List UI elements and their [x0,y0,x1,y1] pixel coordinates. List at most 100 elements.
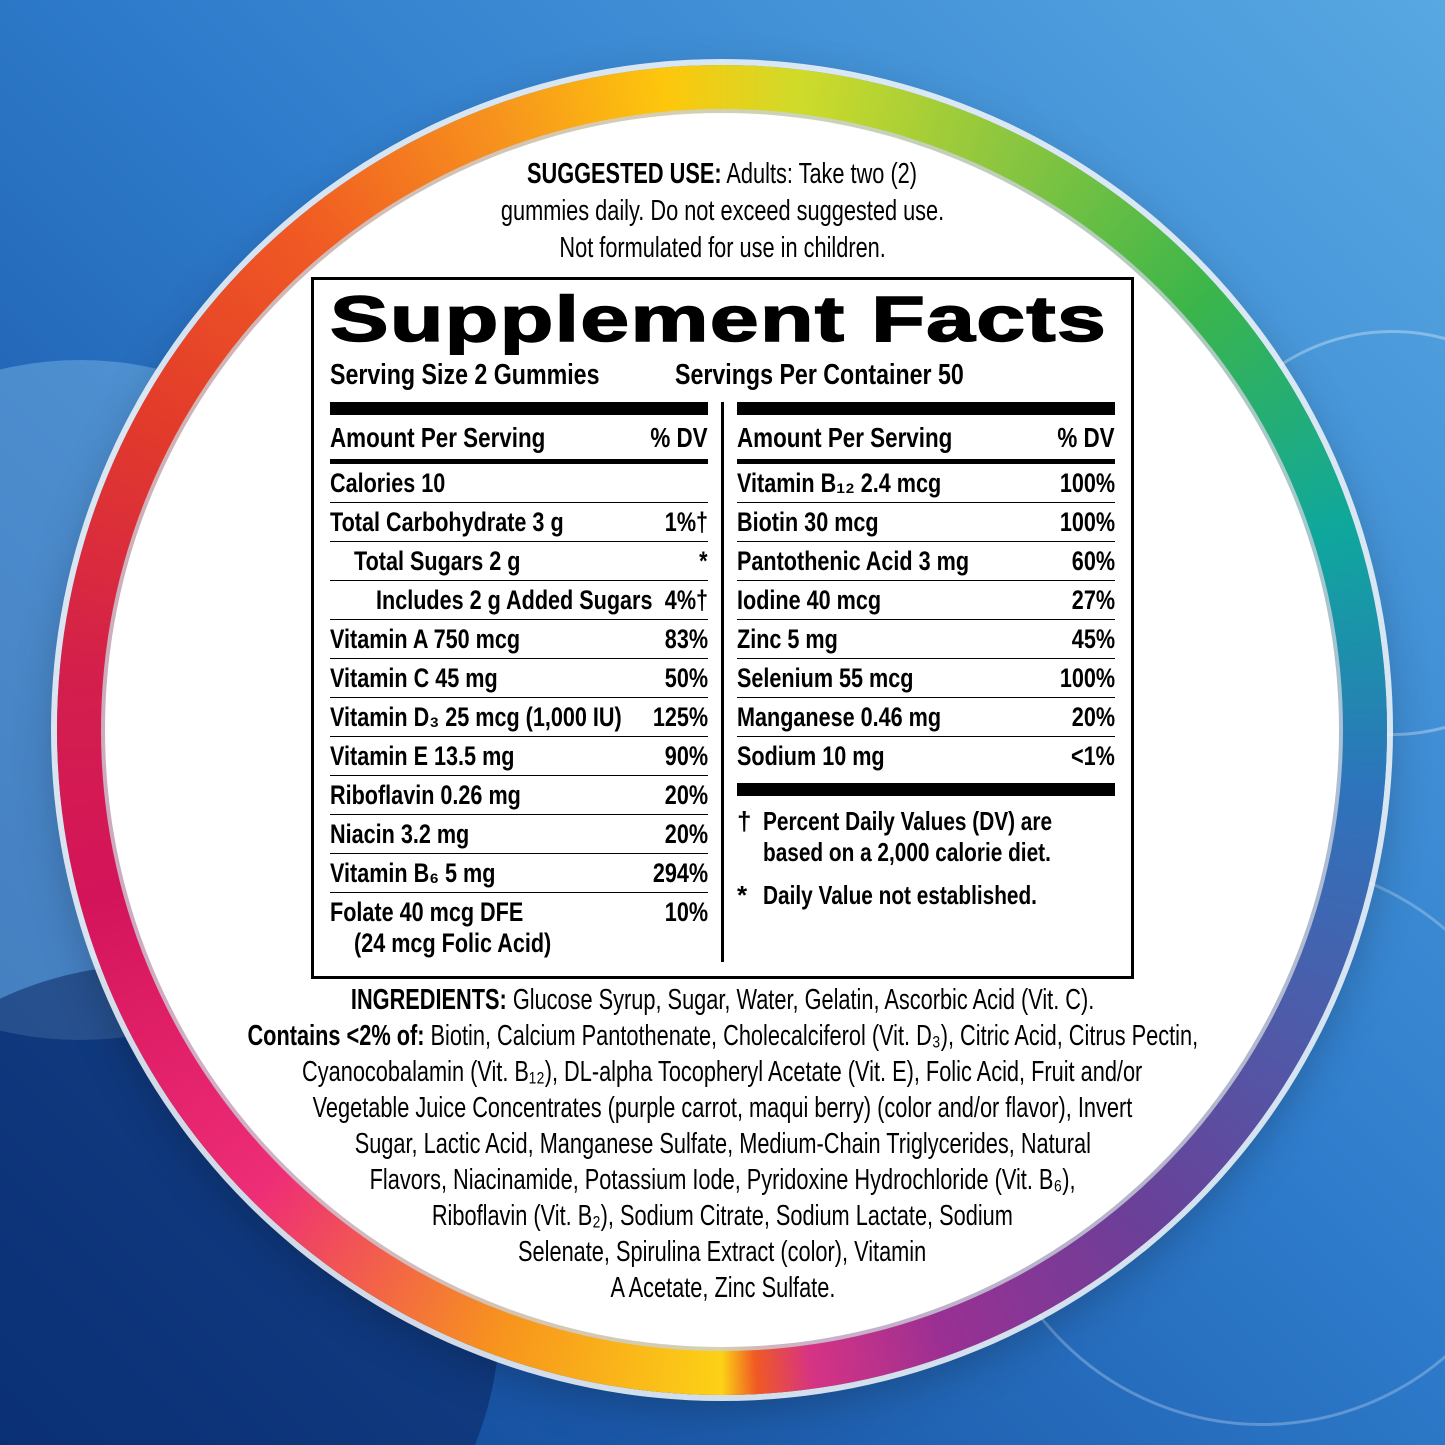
thick-rule [330,402,708,415]
nutrient-dv: 27% [1061,585,1115,616]
nutrient-name: Vitamin B₆ 5 mg [330,858,708,889]
ingredients-line: Cyanocobalamin (Vit. B₁₂), DL-alpha Toco… [0,1054,1445,1090]
column-header: Amount Per Serving % DV [737,420,1115,464]
footnote-text: Daily Value not established. [763,880,1115,911]
footnote-line: Daily Value not established. [763,880,1115,911]
serving-info: Serving Size 2 Gummies Servings Per Cont… [330,356,1115,402]
nutrient-dv-text: 294% [652,858,708,888]
facts-columns: Amount Per Serving % DV Calories 10 Total… [330,402,1115,962]
footnote-line: Percent Daily Values (DV) are [763,806,1115,837]
nutrient-dv: 294% [639,858,708,889]
footnotes: † Percent Daily Values (DV) are based on a… [737,806,1115,923]
nutrient-dv-text: 50% [664,663,708,693]
facts-rows-right: Vitamin B₁₂ 2.4 mcg 100% Biotin 30 mcg 100%… [737,464,1115,775]
ingredients-line: INGREDIENTS: Glucose Syrup, Sugar, Water… [0,982,1445,1018]
nutrient-name-text: Niacin 3.2 mg [330,819,470,849]
ingredients-line: Contains <2% of: Biotin, Calcium Pantoth… [0,1018,1445,1054]
footnote: † Percent Daily Values (DV) are based on a… [737,806,1115,868]
nutrient-name: Biotin 30 mcg [737,507,1115,538]
nutrient-name-line2-text: (24 mcg Folic Acid) [354,928,552,958]
fact-row: Vitamin B₁₂ 2.4 mcg 100% [737,464,1115,503]
nutrient-name: Vitamin E 13.5 mg [330,741,708,772]
fact-row: Vitamin D₃ 25 mcg (1,000 IU) 125% [330,698,708,737]
fact-row: Niacin 3.2 mg 20% [330,815,708,854]
nutrient-name: Vitamin C 45 mg [330,663,708,694]
nutrient-dv-text: 1%† [664,507,708,537]
nutrient-name: Includes 2 g Added Sugars [330,585,708,616]
supplement-facts-panel: Supplement Facts Serving Size 2 Gummies … [311,277,1134,979]
header-percent-dv: % DV [1057,422,1115,453]
suggested-use-line-text: Not formulated for use in children. [559,232,886,264]
nutrient-name-text: Sodium 10 mg [737,741,885,771]
nutrient-name: Folate 40 mcg DFE (24 mcg Folic Acid) [330,897,708,959]
nutrient-name: Total Carbohydrate 3 g [330,507,708,538]
thick-rule [737,402,1115,415]
nutrient-name: Niacin 3.2 mg [330,819,708,850]
suggested-use-line: Not formulated for use in children. [0,230,1445,267]
ingredients-line-text: Flavors, Niacinamide, Potassium Iode, Py… [369,1164,1076,1196]
nutrient-name-text: Total Carbohydrate 3 g [330,507,564,537]
footnote-line: based on a 2,000 calorie diet. [763,837,1115,868]
nutrient-name: Total Sugars 2 g [330,546,708,577]
nutrient-name-text: Biotin 30 mcg [737,507,879,537]
nutrient-dv: 10% [654,897,708,928]
header-percent-dv: % DV [650,422,708,453]
nutrient-name-text: Vitamin B₆ 5 mg [330,858,496,888]
nutrient-name-text: Vitamin B₁₂ 2.4 mcg [737,468,942,498]
supplement-facts-title-text: Supplement Facts [329,283,1108,355]
nutrient-dv: 100% [1046,663,1115,694]
suggested-use-line: gummies daily. Do not exceed suggested u… [0,193,1445,230]
fact-row: Total Sugars 2 g * [330,542,708,581]
fact-row: Selenium 55 mcg 100% [737,659,1115,698]
nutrient-name: Vitamin A 750 mcg [330,624,708,655]
ingredients-line: Flavors, Niacinamide, Potassium Iode, Py… [0,1162,1445,1198]
ingredients-line-text: Sugar, Lactic Acid, Manganese Sulfate, M… [354,1128,1091,1160]
servings-per-container: Servings Per Container 50 [674,359,964,391]
nutrient-dv-text: 100% [1059,663,1115,693]
nutrient-name-text: Vitamin A 750 mcg [330,624,521,654]
ingredients-line-text: Cyanocobalamin (Vit. B₁₂), DL-alpha Toco… [302,1056,1143,1088]
ingredients-line-text: Contains <2% of: Biotin, Calcium Pantoth… [247,1020,1198,1052]
nutrient-name-text: Calories 10 [330,468,446,498]
facts-column-right: Amount Per Serving % DV Vitamin B₁₂ 2.4 … [724,402,1115,962]
nutrient-dv: <1% [1060,741,1115,772]
nutrient-name-text: Includes 2 g Added Sugars [376,585,653,615]
nutrient-name: Selenium 55 mcg [737,663,1115,694]
ingredients-line: A Acetate, Zinc Sulfate. [0,1270,1445,1306]
supplement-facts-title: Supplement Facts [329,283,1115,356]
header-amount-per-serving: Amount Per Serving [737,422,953,453]
nutrient-name: Riboflavin 0.26 mg [330,780,708,811]
footnote-line-text: based on a 2,000 calorie diet. [763,837,1051,867]
ingredients-lines: INGREDIENTS: Glucose Syrup, Sugar, Water… [0,982,1445,1306]
nutrient-dv: 100% [1046,507,1115,538]
nutrient-name-text: Manganese 0.46 mg [737,702,942,732]
nutrient-dv-text: 60% [1071,546,1115,576]
ingredients-line-text: Riboflavin (Vit. B₂), Sodium Citrate, So… [431,1200,1014,1232]
ingredients-line: Vegetable Juice Concentrates (purple car… [0,1090,1445,1126]
nutrient-name-text: Iodine 40 mcg [737,585,882,615]
nutrient-dv: 83% [654,624,708,655]
column-header: Amount Per Serving % DV [330,420,708,464]
nutrient-dv-text: 4%† [664,585,708,615]
nutrient-dv-text: 10% [664,897,708,927]
nutrient-dv-text: 100% [1059,468,1115,498]
fact-row: Folate 40 mcg DFE (24 mcg Folic Acid) 10% [330,893,708,962]
nutrient-name-text: Folate 40 mcg DFE [330,897,524,927]
column-divider [721,402,724,962]
fact-row: Total Carbohydrate 3 g 1%† [330,503,708,542]
suggested-use-line: SUGGESTED USE: Adults: Take two (2) [0,156,1445,193]
nutrient-dv: 4%† [654,585,708,616]
nutrient-name-line2: (24 mcg Folic Acid) [330,928,708,959]
nutrient-dv-text: 20% [664,780,708,810]
fact-row: Zinc 5 mg 45% [737,620,1115,659]
nutrient-dv: 1%† [654,507,708,538]
nutrient-dv: 60% [1061,546,1115,577]
nutrient-dv-text: 27% [1071,585,1115,615]
header-amount-per-serving: Amount Per Serving [330,422,546,453]
ingredients-line-text: Selenate, Spirulina Extract (color), Vit… [518,1236,927,1268]
fact-row: Riboflavin 0.26 mg 20% [330,776,708,815]
suggested-use-line-bold-prefix: SUGGESTED USE: [527,158,723,190]
footnote-symbol: * [737,880,748,910]
nutrient-dv-text: * [699,546,708,576]
fact-row: Calories 10 [330,464,708,503]
